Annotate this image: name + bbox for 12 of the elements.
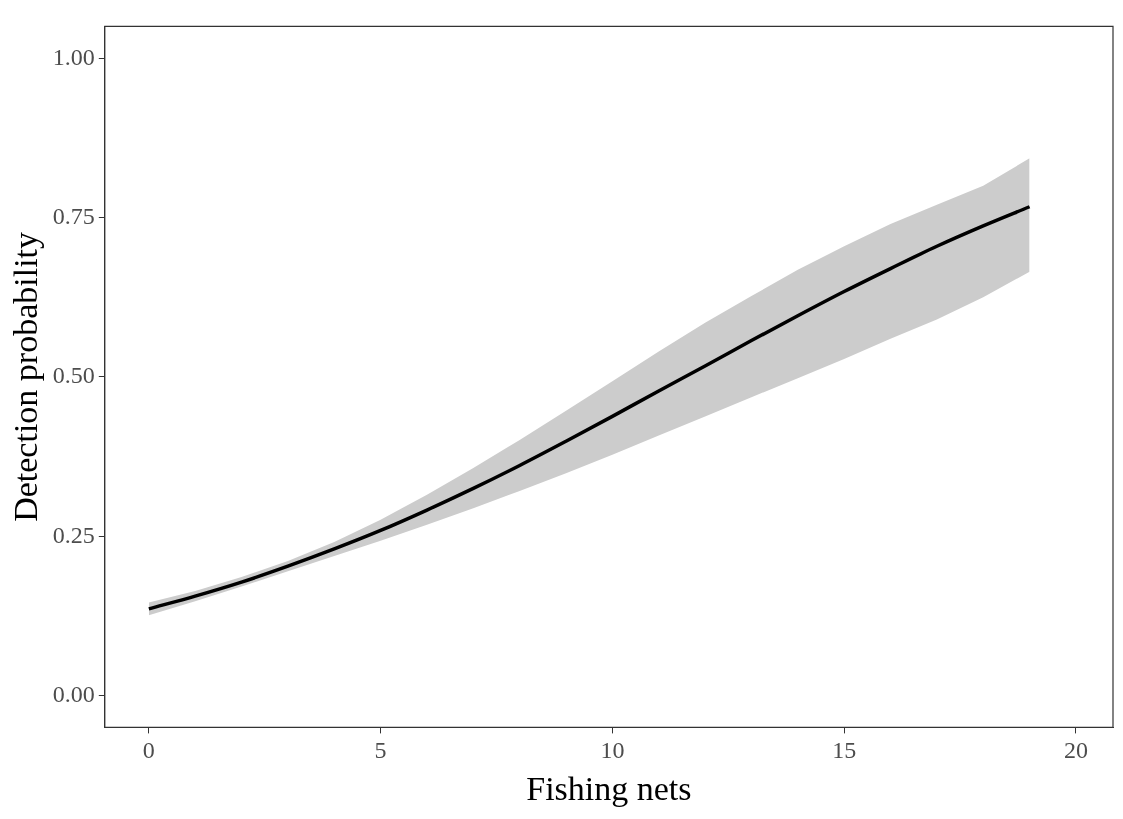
- y-tick-label: 0.25: [52, 521, 95, 548]
- y-tick-label: 0.75: [52, 202, 95, 229]
- x-tick-label: 15: [832, 737, 857, 764]
- x-tick-label: 5: [374, 737, 387, 764]
- x-tick-label: 0: [142, 737, 155, 764]
- x-axis-title: Fishing nets: [526, 769, 692, 807]
- y-axis-title: Detection probability: [7, 231, 45, 522]
- x-tick-label: 20: [1063, 737, 1088, 764]
- y-tick-label: 0.00: [52, 680, 95, 707]
- y-tick-label: 0.50: [52, 362, 95, 389]
- y-tick-label: 1.00: [52, 43, 95, 70]
- x-tick-label: 10: [600, 737, 625, 764]
